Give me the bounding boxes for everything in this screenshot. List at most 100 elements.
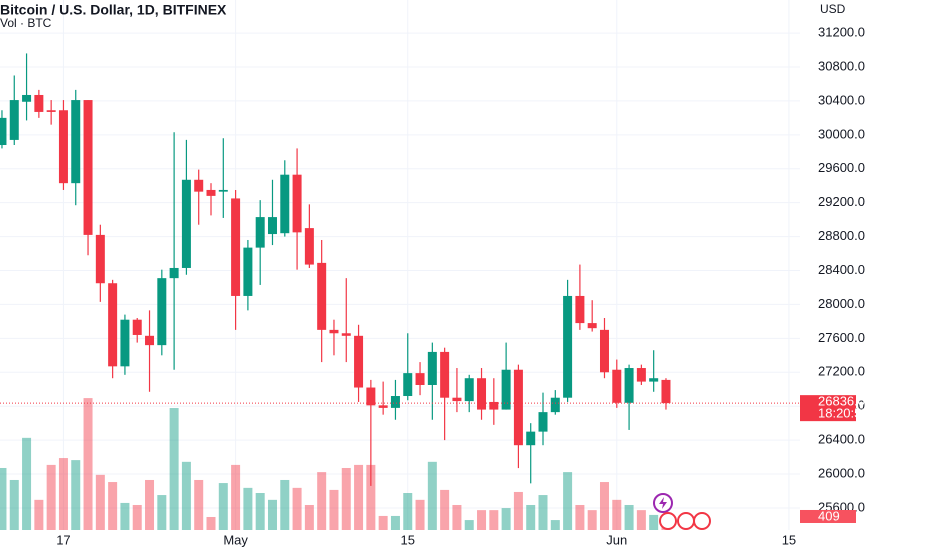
volume-bar: [218, 483, 228, 530]
candle-body: [526, 431, 536, 446]
candle-body: [329, 329, 339, 334]
y-tick-label: 27600.0: [818, 330, 865, 345]
volume-label: 409: [818, 508, 840, 523]
chart-title: Bitcoin / U.S. Dollar, 1D, BITFINEX: [0, 2, 227, 18]
candle-body: [538, 412, 548, 432]
last-price-label: 26836.0: [818, 394, 865, 409]
y-tick-label: 29600.0: [818, 160, 865, 175]
candle-body: [317, 262, 327, 330]
event-icon: [659, 497, 667, 509]
candle-body: [427, 351, 437, 385]
volume-bar: [526, 504, 536, 530]
volume-bar: [34, 499, 44, 530]
volume-bar: [501, 508, 511, 530]
candle-body: [464, 378, 474, 402]
volume-bar: [452, 504, 462, 530]
grid: [0, 0, 800, 530]
candle-body: [477, 378, 487, 410]
candle-body: [95, 234, 105, 284]
volume-bar: [489, 510, 499, 530]
volume-bar: [181, 461, 191, 530]
volume-bar: [0, 467, 7, 530]
volume-bar: [378, 515, 388, 530]
volume-bar: [649, 514, 659, 530]
event-icons: [653, 493, 711, 530]
volume-bar: [83, 398, 93, 530]
volume-bar: [636, 510, 646, 530]
volume-bar: [46, 464, 56, 530]
volume-bar: [255, 492, 265, 530]
candle-body: [231, 198, 241, 296]
event-icon: [693, 512, 711, 530]
candle-body: [649, 378, 659, 382]
volume-bar: [231, 464, 241, 530]
x-tick-label: May: [223, 532, 248, 547]
volume-bar: [440, 489, 450, 530]
candle-body: [181, 179, 191, 268]
candle-body: [440, 351, 450, 398]
candle-body: [354, 335, 364, 388]
candle-body: [563, 295, 573, 398]
volume-bar: [9, 479, 19, 530]
candle-body: [501, 369, 511, 410]
candle-body: [612, 369, 622, 403]
candle-body: [206, 189, 216, 196]
y-tick-label: 27200.0: [818, 364, 865, 379]
candle-body: [661, 379, 671, 404]
volume-bar: [243, 487, 253, 530]
countdown-label: 18:20:55: [818, 406, 869, 421]
x-tick-label: Jun: [606, 532, 627, 547]
candle-body: [550, 397, 560, 413]
candle-body: [587, 323, 597, 329]
volume-bar: [194, 479, 204, 530]
y-tick-label: 28000.0: [818, 296, 865, 311]
candle-body: [145, 335, 155, 346]
candle-body: [624, 368, 634, 403]
candle-body: [599, 329, 609, 373]
volume-bar: [292, 487, 302, 530]
volume-bar: [317, 472, 327, 530]
volume-bar: [575, 504, 585, 530]
y-tick-label: 26400.0: [818, 432, 865, 447]
candle-body: [108, 283, 118, 367]
candle-body: [120, 319, 130, 367]
volume-bar: [464, 520, 474, 530]
volume-bar: [280, 479, 290, 530]
candle-body: [489, 401, 499, 410]
candle-body: [22, 94, 32, 102]
candle-body: [341, 333, 351, 336]
volume-bar: [513, 491, 523, 530]
candle-body: [132, 319, 142, 335]
candle-body: [83, 100, 93, 235]
volume-bar: [403, 492, 413, 530]
volume-bar: [366, 464, 376, 530]
candle-body: [390, 396, 400, 408]
volume-bar: [354, 464, 364, 530]
y-tick-label: 29200.0: [818, 194, 865, 209]
volume-bar: [550, 520, 560, 530]
candle-body: [46, 110, 56, 112]
candle-body: [0, 117, 7, 146]
chart-subtitle: Vol · BTC: [0, 16, 52, 30]
volume-bar: [538, 495, 548, 530]
y-tick-label: 31200.0: [818, 25, 865, 40]
volume-bar: [612, 499, 622, 530]
last-price-box: [800, 395, 856, 422]
x-tick-label: 15: [401, 532, 415, 547]
candle-body: [58, 110, 68, 184]
candle-body: [255, 217, 265, 248]
volume-bar: [477, 510, 487, 530]
price-axis: 31200.0 30800.0 30400.0 30000.0 29600.0 29200…: [56, 25, 868, 548]
candle-body: [280, 174, 290, 234]
candle-body: [366, 387, 376, 406]
y-tick-label: 26000.0: [818, 465, 865, 480]
volume-bar: [157, 495, 167, 530]
volume-bar: [624, 504, 634, 530]
volume-bar: [427, 461, 437, 530]
volume-bar: [563, 472, 573, 530]
candle-body: [267, 217, 277, 235]
candle-body: [636, 368, 646, 382]
volume-bar: [120, 502, 130, 530]
